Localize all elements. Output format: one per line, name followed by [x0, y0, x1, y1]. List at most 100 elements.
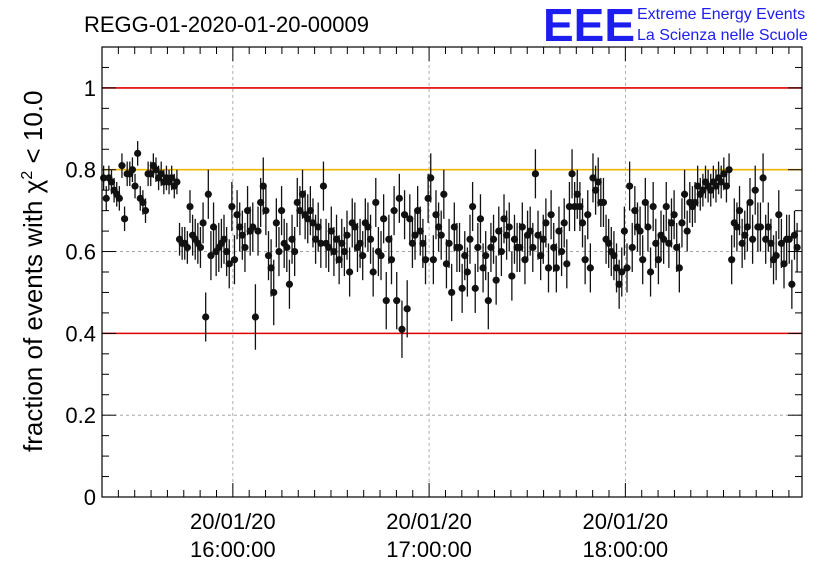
x-tick-label-time: 18:00:00	[583, 537, 669, 562]
data-point	[228, 202, 236, 211]
data-point	[631, 207, 639, 215]
data-point	[505, 223, 513, 231]
data-point	[793, 243, 801, 252]
y-tick-label: 0.4	[65, 321, 96, 346]
data-point	[332, 235, 341, 243]
data-point	[623, 264, 631, 272]
data-point	[147, 170, 155, 178]
data-point	[500, 215, 508, 223]
data-point	[466, 235, 474, 243]
data-point	[196, 243, 205, 252]
data-point	[678, 219, 686, 227]
data-point	[346, 268, 354, 276]
data-point	[233, 211, 241, 219]
data-point	[427, 174, 435, 182]
data-point	[775, 211, 783, 219]
data-point	[489, 235, 498, 243]
data-point	[649, 202, 657, 211]
data-point	[275, 247, 283, 256]
logo-line-2: La Scienza nelle Scuole	[637, 27, 808, 44]
data-point	[639, 256, 647, 264]
data-point	[202, 313, 210, 321]
data-point	[139, 198, 147, 207]
data-point	[628, 243, 636, 252]
data-point	[479, 264, 487, 272]
data-point	[756, 223, 765, 231]
data-point	[416, 227, 424, 235]
data-point	[673, 243, 681, 252]
data-point	[547, 211, 555, 219]
x-tick-labels: 20/01/20 16:00:00 20/01/20 17:00:00 20/01/20…	[190, 509, 668, 562]
data-point	[385, 235, 393, 243]
data-point	[183, 243, 191, 252]
data-point	[584, 211, 592, 219]
data-point	[707, 186, 715, 194]
data-point	[539, 235, 547, 243]
data-point	[662, 202, 670, 211]
eee-logo: EEE Extreme Energy Events La Scienza nel…	[543, 0, 808, 51]
data-point	[691, 198, 699, 207]
data-point	[667, 219, 676, 227]
data-point	[586, 264, 594, 272]
data-point	[327, 227, 335, 235]
y-axis-label-prefix: fraction of events with χ	[18, 179, 48, 452]
data-point	[120, 215, 129, 223]
data-point	[605, 239, 613, 247]
data-point	[560, 219, 568, 227]
data-point	[306, 207, 314, 215]
data-point	[759, 174, 767, 182]
data-point	[777, 239, 785, 247]
data-point	[469, 202, 477, 211]
data-point	[380, 215, 388, 223]
data-point	[317, 239, 325, 247]
data-point	[746, 198, 754, 207]
data-point	[414, 207, 422, 215]
x-tick-label-date: 20/01/20	[386, 509, 472, 534]
data-point	[743, 223, 751, 231]
data-point	[474, 243, 482, 252]
data-point	[335, 256, 343, 264]
data-point	[421, 256, 430, 264]
data-point	[437, 231, 445, 239]
data-point	[128, 166, 137, 174]
data-point	[118, 162, 126, 170]
data-point	[330, 247, 338, 256]
y-tick-labels: 0 0.2 0.4 0.6 0.8 1	[65, 76, 96, 510]
data-point	[262, 207, 270, 215]
data-point	[356, 239, 364, 247]
data-point	[102, 194, 110, 202]
data-point	[487, 243, 495, 252]
data-point	[503, 231, 511, 239]
data-point	[424, 194, 432, 202]
data-point	[285, 280, 294, 288]
data-point	[264, 252, 273, 260]
data-point	[526, 227, 534, 235]
y-tick-label: 1	[84, 76, 96, 101]
data-point	[482, 252, 490, 260]
data-point	[767, 239, 775, 247]
data-point	[497, 247, 505, 256]
data-point	[168, 174, 176, 182]
data-point	[272, 219, 280, 227]
y-axis-label-sup: 2	[19, 171, 36, 180]
data-point	[699, 186, 707, 194]
data-point	[283, 243, 291, 252]
data-point	[220, 235, 228, 243]
data-point	[429, 256, 437, 264]
data-point	[309, 219, 317, 227]
data-point	[398, 325, 406, 333]
data-point	[304, 215, 312, 223]
data-point	[738, 239, 746, 247]
data-point	[364, 223, 372, 231]
data-point	[641, 198, 649, 207]
data-point	[788, 280, 796, 288]
y-tick-label: 0.2	[65, 403, 96, 428]
data-point	[340, 247, 348, 256]
data-point	[594, 178, 602, 186]
data-point	[236, 223, 244, 231]
data-point	[387, 256, 396, 264]
data-point	[712, 182, 720, 190]
data-point	[610, 252, 618, 260]
x-tick-label-time: 16:00:00	[190, 537, 276, 562]
